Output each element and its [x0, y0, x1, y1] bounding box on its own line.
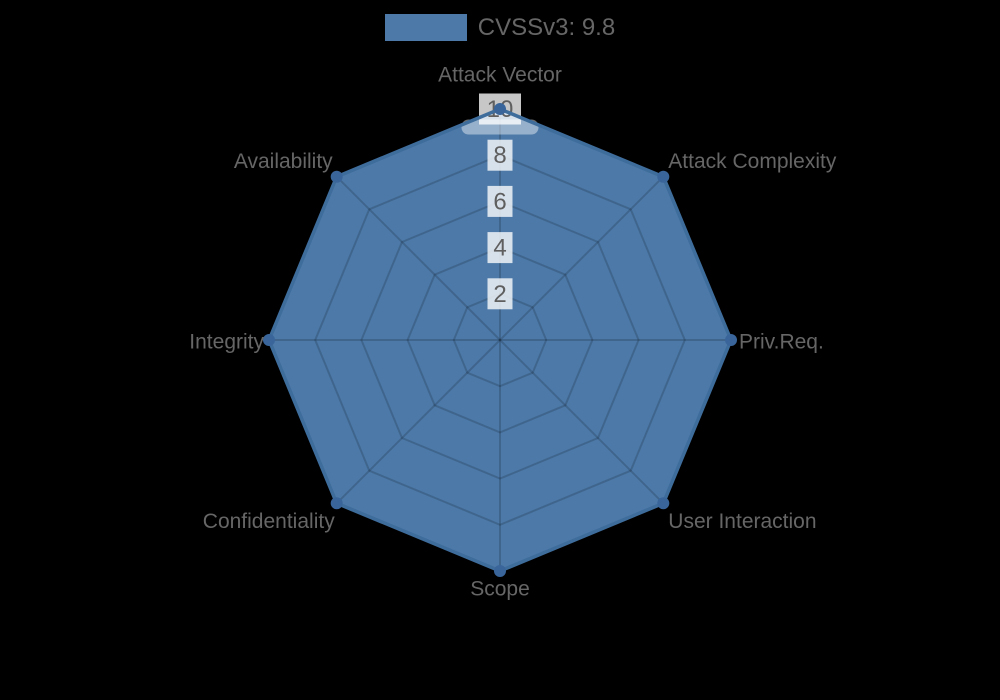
legend-swatch [384, 14, 467, 41]
data-point-scope[interactable] [494, 565, 506, 577]
tick-label-4: 4 [493, 235, 506, 262]
axis-label-integrity: Integrity [189, 331, 264, 354]
axis-label-priv-req: Priv.Req. [739, 331, 824, 354]
grid-ring-8 [314, 154, 686, 526]
legend-label: CVSSv3: 9.8 [477, 14, 616, 41]
grid-ring-2 [452, 292, 548, 388]
axis-label-attack-complexity: Attack Complexity [668, 150, 837, 173]
tick-backdrop-8 [487, 139, 513, 171]
axis-label-user-interaction: User Interaction [668, 510, 816, 533]
data-point-availability[interactable] [330, 170, 343, 183]
legend[interactable]: CVSSv3: 9.8 [0, 14, 1000, 41]
grid-spoke-confidentiality [335, 339, 501, 505]
tick-backdrop-2 [487, 278, 513, 310]
axis-label-confidentiality: Confidentiality [203, 510, 335, 533]
tick-label-2: 2 [493, 281, 506, 308]
data-point-confidentiality[interactable] [330, 497, 343, 510]
grid-ring-4 [406, 246, 594, 434]
data-point-priv-req[interactable] [725, 334, 737, 346]
data-point-attack-vector[interactable] [494, 103, 506, 115]
tick-label-6: 6 [493, 188, 506, 215]
data-polygon-fill [269, 109, 731, 571]
tick-backdrop-4 [487, 232, 513, 264]
axis-label-attack-vector: Attack Vector [438, 64, 562, 87]
tick-label-8: 8 [493, 142, 506, 169]
grid-spoke-availability [335, 175, 501, 341]
data-point-attack-complexity[interactable] [657, 170, 670, 183]
data-point-integrity[interactable] [263, 334, 275, 346]
axis-label-scope: Scope [470, 578, 530, 601]
grid-spoke-attack-complexity [499, 175, 665, 341]
grid-ring-6 [360, 200, 640, 480]
tick-backdrop-6 [487, 185, 513, 217]
data-point-user-interaction[interactable] [657, 497, 670, 510]
grid-spoke-user-interaction [499, 339, 665, 505]
axis-label-availability: Availability [234, 150, 333, 173]
